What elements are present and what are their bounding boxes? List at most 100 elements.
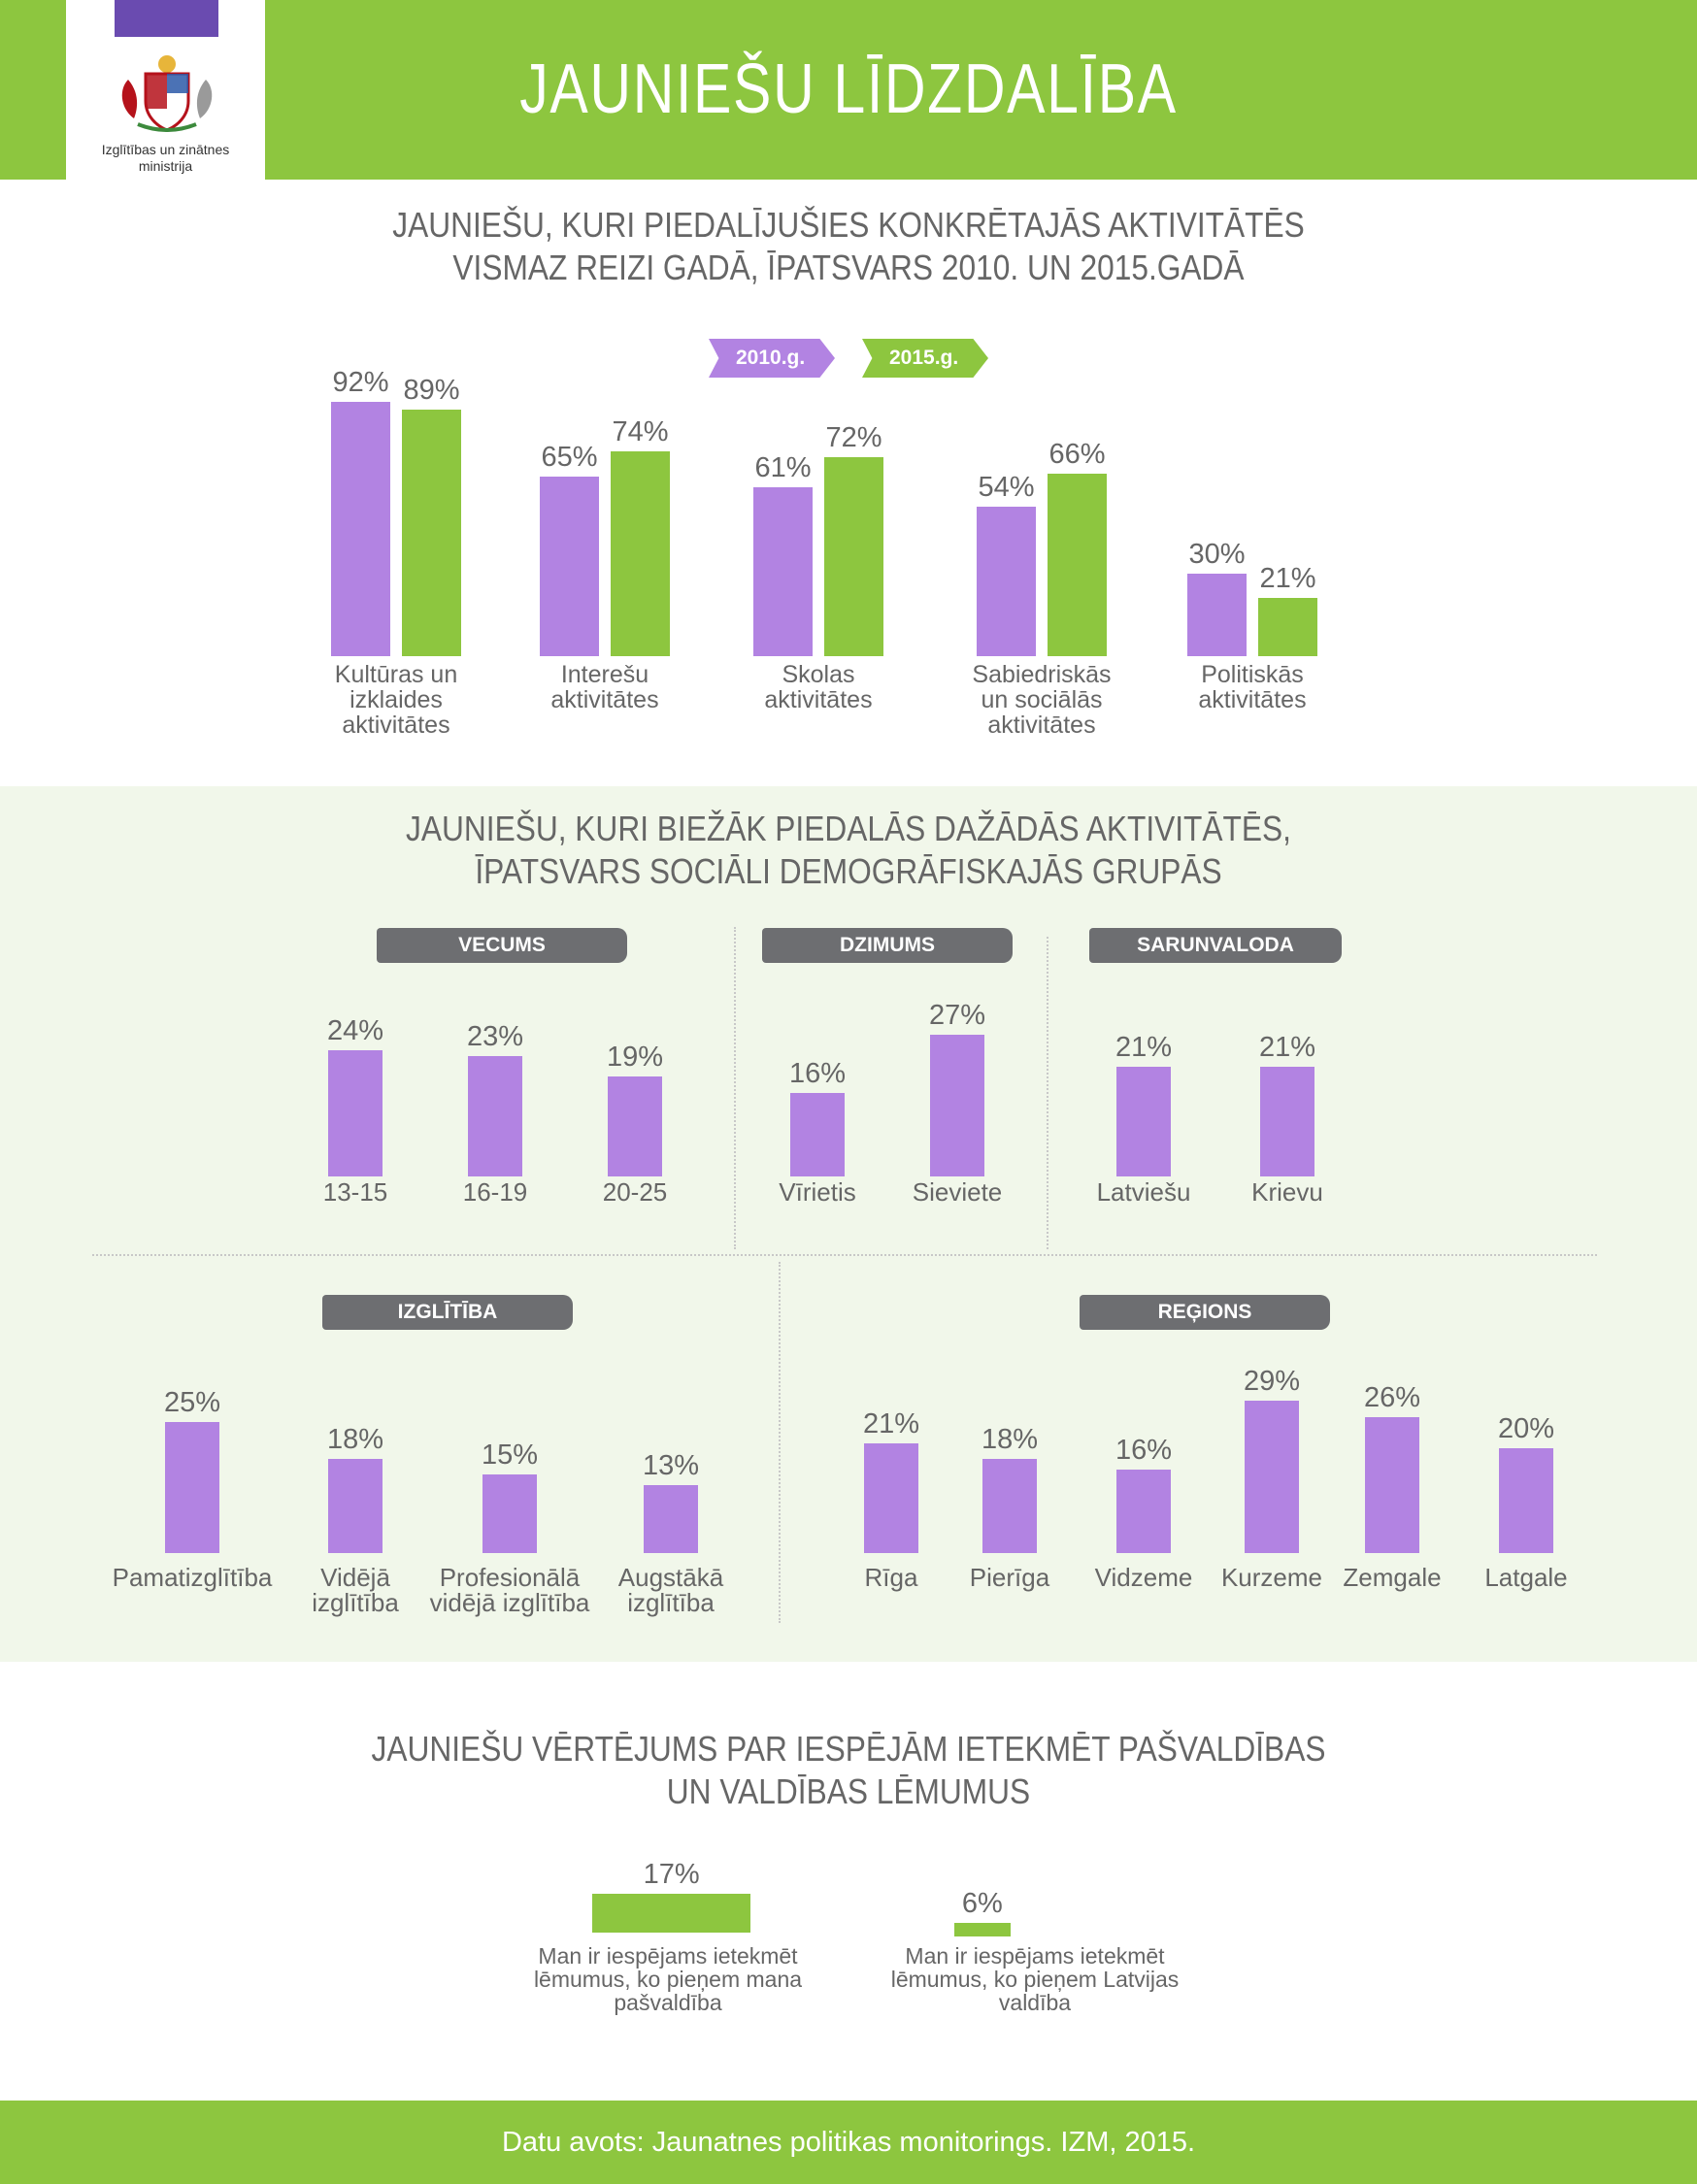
age-value-1: 23% <box>466 1020 524 1052</box>
footer-source: Datu avots: Jaunatnes politikas monitori… <box>0 2101 1697 2184</box>
region-value-1: 18% <box>981 1423 1039 1455</box>
value-label-2015-3: 66% <box>1048 438 1106 470</box>
age-category-1: 16-19 <box>462 1177 528 1207</box>
influence-category-1: Man ir iespējams ietekmēt lēmumus, ko pi… <box>890 1943 1180 2015</box>
influence-bar-1 <box>954 1923 1011 1936</box>
bar-2010-2 <box>753 487 813 656</box>
region-bar-0 <box>864 1442 918 1553</box>
education-category-2: Profesionālā vidējā izglītība <box>429 1563 590 1617</box>
page-title: JAUNIEŠU LĪDZDALĪBA <box>519 50 1178 128</box>
tag-language: SARUNVALODA <box>1089 928 1342 963</box>
gender-value-1: 27% <box>928 1000 986 1032</box>
gender-category-1: Sieviete <box>912 1177 1003 1207</box>
bar-2010-3 <box>977 507 1036 656</box>
region-category-5: Latgale <box>1484 1563 1568 1592</box>
bar-2010-1 <box>540 476 599 656</box>
gender-bar-1 <box>930 1035 984 1176</box>
education-value-3: 13% <box>642 1449 700 1481</box>
education-category-0: Pamatizglītība <box>112 1563 273 1592</box>
section3-title-line1: JAUNIEŠU VĒRTĒJUMS PAR IESPĒJĀM IETEKMĒT… <box>371 1729 1326 1769</box>
bar-2015-0 <box>402 410 461 656</box>
tag-age: VECUMS <box>377 928 627 963</box>
value-label-2010-0: 92% <box>332 366 389 398</box>
education-category-3: Augstākā izglītība <box>617 1563 724 1617</box>
bar-2015-1 <box>611 451 670 656</box>
logo-text-line1: Izglītības un zinātnes <box>101 142 230 157</box>
value-label-2010-1: 65% <box>541 441 598 473</box>
section2-title-line2: ĪPATSVARS SOCIĀLI DEMOGRĀFISKAJĀS GRUPĀS <box>475 851 1222 891</box>
region-category-2: Vidzeme <box>1094 1563 1193 1592</box>
demographics-section <box>0 786 1697 1662</box>
region-category-1: Pierīga <box>969 1563 1050 1592</box>
language-category-0: Latviešu <box>1096 1177 1191 1207</box>
education-bar-3 <box>644 1484 698 1553</box>
region-bar-3 <box>1245 1401 1299 1553</box>
age-category-2: 20-25 <box>602 1177 668 1207</box>
region-bar-1 <box>982 1458 1037 1553</box>
region-bar-2 <box>1116 1469 1171 1553</box>
age-bar-1 <box>468 1055 522 1176</box>
tag-education: IZGLĪTĪBA <box>322 1295 573 1330</box>
region-value-4: 26% <box>1363 1381 1421 1413</box>
region-category-0: Rīga <box>864 1563 918 1592</box>
bar-2015-2 <box>824 456 883 656</box>
tag-region: REĢIONS <box>1080 1295 1330 1330</box>
category-label-0: Kultūras un izklaides aktivitātes <box>334 661 458 739</box>
age-value-2: 19% <box>606 1042 664 1074</box>
education-value-2: 15% <box>481 1439 539 1471</box>
influence-bar-0 <box>592 1894 751 1933</box>
region-bar-5 <box>1499 1448 1553 1553</box>
education-value-1: 18% <box>326 1423 384 1455</box>
region-bar-4 <box>1365 1416 1419 1553</box>
legend-2015: 2015.g. <box>862 339 988 378</box>
category-label-3: Sabiedriskās un sociālās aktivitātes <box>972 661 1112 739</box>
language-category-1: Krievu <box>1251 1177 1323 1207</box>
influence-value-1: 6% <box>961 1888 1003 1919</box>
region-category-4: Zemgale <box>1343 1563 1442 1592</box>
education-value-0: 25% <box>163 1387 221 1418</box>
language-value-1: 21% <box>1258 1031 1316 1063</box>
education-bar-1 <box>328 1458 383 1553</box>
language-bar-1 <box>1260 1066 1314 1176</box>
divider-horizontal <box>92 1254 1597 1256</box>
section2-title-line1: JAUNIEŠU, KURI BIEŽĀK PIEDALĀS DAŽĀDĀS A… <box>406 809 1291 848</box>
gender-value-0: 16% <box>788 1057 847 1089</box>
age-value-0: 24% <box>326 1015 384 1047</box>
flag-strip <box>115 0 218 37</box>
legend-2010: 2010.g. <box>709 339 835 378</box>
value-label-2015-4: 21% <box>1259 563 1316 595</box>
region-value-2: 16% <box>1115 1434 1173 1466</box>
divider-education-region <box>779 1262 781 1623</box>
education-bar-0 <box>165 1422 219 1553</box>
tag-gender: DZIMUMS <box>762 928 1013 963</box>
coat-of-arms-icon <box>121 55 213 132</box>
gender-bar-0 <box>790 1092 845 1176</box>
value-label-2010-3: 54% <box>978 472 1035 504</box>
header-banner: Izglītības un zinātnes ministrija JAUNIE… <box>0 0 1697 180</box>
age-bar-2 <box>608 1076 662 1176</box>
section3-title-line2: UN VALDĪBAS LĒMUMUS <box>666 1771 1031 1811</box>
bar-2015-3 <box>1048 473 1107 656</box>
category-label-2: Skolas aktivitātes <box>764 661 873 713</box>
value-label-2015-1: 74% <box>612 416 669 448</box>
age-category-0: 13-15 <box>322 1177 388 1207</box>
region-category-3: Kurzeme <box>1220 1563 1323 1592</box>
section3-title: JAUNIEŠU VĒRTĒJUMS PAR IESPĒJĀM IETEKMĒT… <box>266 1728 1431 1813</box>
category-label-4: Politiskās aktivitātes <box>1198 661 1307 713</box>
value-label-2010-4: 30% <box>1188 538 1246 570</box>
divider-age-gender <box>734 927 736 1249</box>
value-label-2015-0: 89% <box>403 375 460 407</box>
value-label-2015-2: 72% <box>825 421 882 453</box>
region-value-3: 29% <box>1243 1366 1301 1398</box>
bar-2015-4 <box>1258 598 1317 656</box>
category-label-1: Interešu aktivitātes <box>550 661 659 713</box>
language-value-0: 21% <box>1115 1031 1173 1063</box>
region-value-5: 20% <box>1497 1413 1555 1444</box>
value-label-2010-2: 61% <box>754 452 812 484</box>
ministry-logo: Izglītības un zinātnes ministrija <box>66 0 265 180</box>
divider-gender-language <box>1047 937 1048 1249</box>
section1-title-line2: VISMAZ REIZI GADĀ, ĪPATSVARS 2010. UN 20… <box>452 248 1245 287</box>
section2-title: JAUNIEŠU, KURI BIEŽĀK PIEDALĀS DAŽĀDĀS A… <box>266 808 1431 893</box>
education-bar-2 <box>482 1474 537 1553</box>
